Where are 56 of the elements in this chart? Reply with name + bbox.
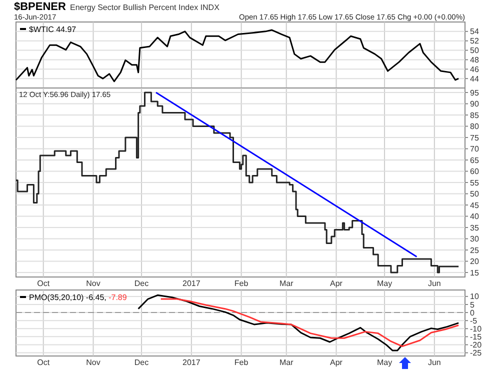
x-tick-label: Apr [330, 358, 343, 367]
legend-label: PMO(35,20,10) -6.45, [29, 293, 106, 302]
legend-label: $WTIC 44.97 [29, 25, 77, 34]
line-series [138, 294, 460, 352]
y-tick-label: 48 [470, 56, 480, 65]
y-tick-label: 40 [470, 212, 480, 222]
x-tick-label: Mar [279, 279, 294, 288]
y-tick-label: 35 [470, 223, 480, 232]
text: -7.89 [106, 293, 128, 302]
x-tick-label: 2017 [182, 279, 201, 288]
y-tick-label: 44 [470, 74, 480, 84]
x-tick-label: Jun [428, 358, 441, 367]
x-tick-label: Jun [428, 279, 441, 288]
x-tick-label: Feb [234, 279, 249, 288]
y-tick-label: -5 [470, 316, 478, 326]
y-tick-label: -15 [470, 332, 482, 342]
y-tick-label: 20 [470, 257, 480, 266]
y-tick-label: 46 [470, 64, 480, 74]
y-tick-label: 45 [470, 200, 480, 210]
x-tick-label: May [376, 358, 392, 367]
x-tick-label: Apr [330, 279, 343, 288]
x-tick-label: Nov [86, 358, 100, 367]
y-tick-label: 75 [470, 133, 480, 142]
y-tick-label: 60 [470, 167, 480, 176]
y-tick-label: 65 [470, 156, 480, 165]
x-tick-label: Dec [134, 358, 149, 367]
y-tick-label: 5 [470, 300, 475, 310]
x-tick-label: Oct [37, 279, 50, 288]
y-tick-label: 50 [470, 46, 480, 56]
y-tick-label: 52 [470, 36, 480, 46]
x-tick-label: Nov [86, 279, 100, 288]
x-tick-label: Oct [37, 358, 50, 367]
y-tick-label: -10 [470, 324, 482, 334]
line-series [160, 298, 460, 348]
x-tick-label: May [376, 279, 392, 288]
x-tick-label: 2017 [182, 358, 201, 367]
y-tick-label: 90 [470, 100, 480, 109]
y-tick-label: -20 [470, 340, 482, 350]
y-tick-label: 54 [470, 27, 480, 36]
y-tick-label: 70 [470, 144, 480, 154]
y-tick-label: 10 [470, 292, 480, 302]
y-tick-label: 85 [470, 110, 480, 120]
chart-title: $BPENER [14, 1, 66, 13]
y-tick-label: 95 [470, 88, 480, 98]
y-tick-label: 30 [470, 234, 480, 244]
y-tick-label: 15 [470, 268, 480, 278]
y-tick-label: -25 [470, 348, 482, 358]
y-tick-label: 50 [470, 190, 480, 199]
y-tick-label: 55 [470, 178, 480, 188]
x-tick-label: Mar [279, 358, 294, 367]
y-tick-label: 80 [470, 122, 480, 132]
y-tick-label: 0 [470, 308, 475, 318]
chart-subtitle: Energy Sector Bullish Percent Index INDX [70, 3, 220, 12]
y-tick-label: 25 [470, 246, 480, 255]
x-tick-label: Feb [234, 358, 249, 367]
x-tick-label: Dec [134, 279, 149, 288]
